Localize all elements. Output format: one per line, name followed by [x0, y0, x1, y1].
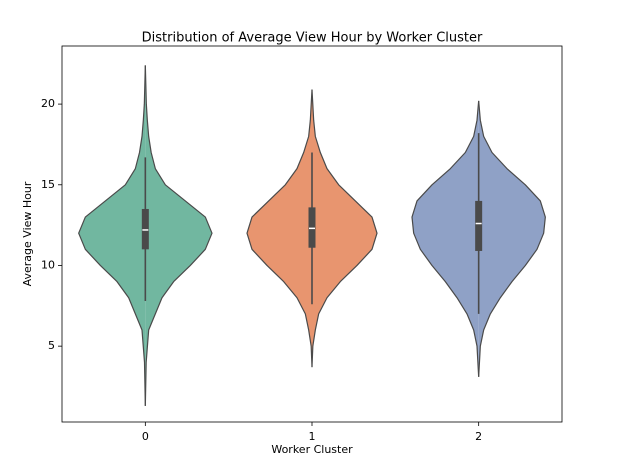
x-axis-label: Worker Cluster: [271, 443, 353, 456]
x-tick-label: 1: [309, 430, 316, 443]
violin-half: [246, 89, 313, 368]
x-tick-label: 0: [142, 430, 149, 443]
y-tick-label: 15: [41, 178, 55, 191]
violin-half: [411, 100, 480, 377]
violin-half: [478, 100, 546, 377]
violin-half: [78, 65, 146, 406]
x-tick-label: 2: [475, 430, 482, 443]
violin-half: [311, 89, 378, 368]
y-axis-label: Average View Hour: [21, 181, 34, 286]
plot-area: [78, 65, 546, 406]
iqr-box: [141, 208, 149, 250]
y-tick-label: 20: [41, 97, 55, 110]
iqr-box: [475, 200, 483, 251]
iqr-box: [308, 207, 316, 248]
y-tick-label: 5: [48, 339, 55, 352]
violin-half: [144, 65, 213, 406]
chart-title: Distribution of Average View Hour by Wor…: [142, 31, 483, 46]
y-tick-label: 10: [41, 258, 55, 271]
